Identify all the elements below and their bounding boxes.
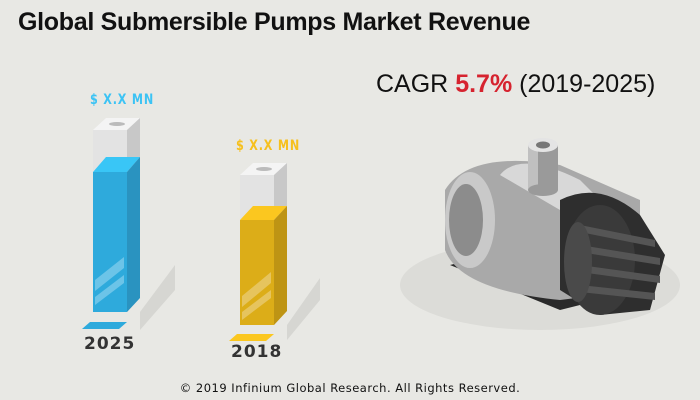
chart-title: Global Submersible Pumps Market Revenue (18, 8, 531, 36)
cagr-text: CAGR 5.7% (2019-2025) (376, 70, 655, 99)
bar-value-label-2025: $ X.X MN (90, 92, 155, 108)
x-tick-label-2025: 2025 (84, 334, 136, 354)
bar-shadow (140, 265, 175, 330)
bar-2025 (82, 118, 140, 329)
pump-illustration (400, 138, 680, 330)
bar-2018 (229, 163, 287, 341)
copyright-footer: © 2019 Infinium Global Research. All Rig… (179, 381, 521, 395)
cagr-period: (2019-2025) (519, 70, 656, 98)
bar-value-label-2018: $ X.X MN (236, 138, 301, 154)
bar-shadow (287, 278, 320, 340)
cagr-label: CAGR (376, 70, 449, 98)
x-tick-label-2018: 2018 (231, 342, 283, 362)
cagr-value: 5.7% (455, 70, 513, 98)
